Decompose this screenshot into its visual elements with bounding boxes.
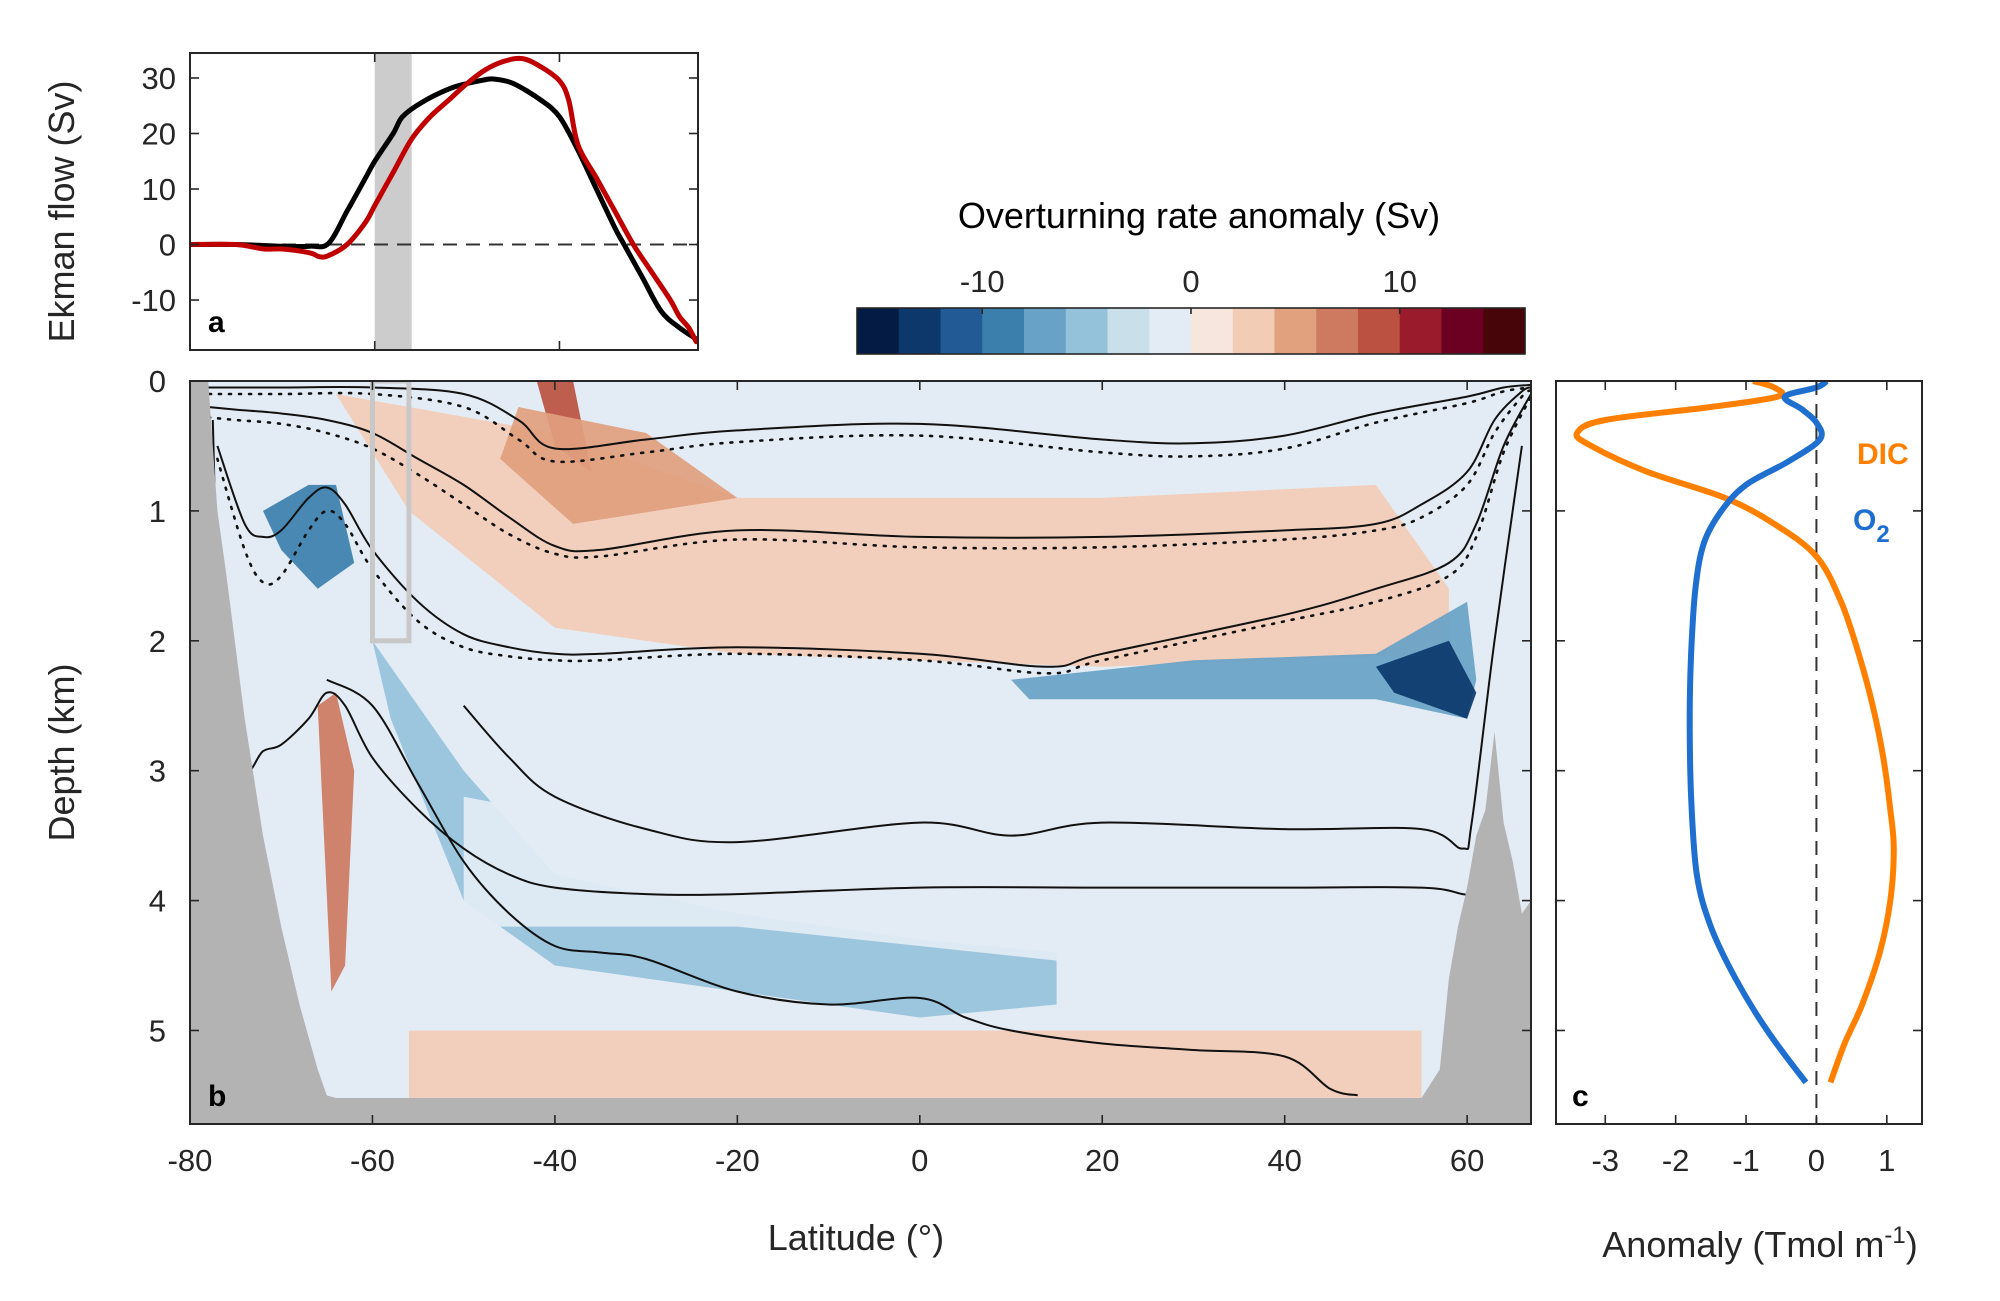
- contour-dotted: [216, 395, 1531, 675]
- legend-dic: DIC: [1857, 438, 1909, 471]
- anomaly-region-southern-positive-plume: [317, 692, 355, 992]
- colorbar-tick-label: 10: [1383, 264, 1417, 299]
- contour-dotted: [197, 386, 1531, 464]
- anomaly-region-upper-broad-positive: [500, 407, 738, 524]
- y-tick-label: 30: [142, 61, 176, 96]
- contour-solid: [208, 386, 1531, 553]
- series-line-DIC: [1573, 381, 1897, 1084]
- colorbar-bin: [1316, 308, 1359, 354]
- colorbar-bin: [1065, 308, 1109, 354]
- x-tick-label: 1: [1878, 1143, 1895, 1178]
- x-tick-label: -20: [715, 1143, 760, 1178]
- y-tick-label: 0: [159, 228, 176, 263]
- highlight-box: [369, 381, 412, 644]
- x-axis-label-superscript: -1: [1884, 1222, 1905, 1249]
- x-tick-label: -3: [1591, 1143, 1619, 1178]
- x-tick-label: 60: [1450, 1143, 1484, 1178]
- colorbar-bin: [1483, 308, 1526, 354]
- contour-solid: [216, 393, 1531, 668]
- x-tick-label: -40: [532, 1143, 577, 1178]
- x-tick-label: -1: [1732, 1143, 1760, 1178]
- colorbar: Overturning rate anomaly (Sv) -10 0 10: [856, 195, 1526, 355]
- colorbar-bin: [1232, 308, 1276, 354]
- legend-o2-subscript: 2: [1876, 521, 1889, 548]
- colorbar-tick-label: 0: [1182, 264, 1199, 299]
- y-tick-label: 20: [142, 116, 176, 151]
- anomaly-region-north-atlantic-negative: [1011, 601, 1477, 719]
- colorbar-bin: [940, 308, 983, 354]
- series-line-control: [190, 76, 698, 342]
- y-tick-label: 5: [149, 1013, 166, 1048]
- colorbar-bins: [856, 307, 1526, 355]
- y-tick-labels: -10 0 10 20 30: [131, 61, 176, 318]
- colorbar-bin: [1024, 308, 1067, 354]
- colorbar-ticks: -10 0 10: [960, 264, 1417, 314]
- x-tick-label: 0: [1808, 1143, 1825, 1178]
- plot-frame: [189, 380, 1532, 1125]
- anomaly-regions: [263, 381, 1477, 1098]
- ekman-series: [190, 55, 698, 345]
- x-tick-label: -80: [168, 1143, 213, 1178]
- panel-label-a: a: [208, 306, 225, 339]
- x-tick-label: 40: [1267, 1143, 1301, 1178]
- colorbar-tick-label: -10: [960, 264, 1005, 299]
- x-tick-label: -60: [350, 1143, 395, 1178]
- anomaly-region-na-core: [1375, 640, 1477, 719]
- contour-solid: [199, 383, 1531, 451]
- x-axis-label-end: ): [1906, 1224, 1918, 1265]
- y-axis-label: Depth (km): [41, 663, 82, 841]
- y-tick-label: 0: [149, 364, 166, 399]
- y-tick-label: -10: [131, 283, 176, 318]
- x-tick-labels: -80 -60 -40 -20 0 20 40 60: [168, 1143, 1485, 1178]
- axes-frame: [189, 52, 699, 351]
- axes-frame: [1555, 380, 1923, 1125]
- colorbar-bin: [1441, 308, 1484, 354]
- x-tick-label: -2: [1662, 1143, 1690, 1178]
- contour-solid: [462, 445, 1523, 851]
- plot-frame: [189, 52, 699, 351]
- colorbar-bin: [1191, 308, 1234, 354]
- legend-o2: O2: [1853, 504, 1890, 548]
- anomaly-region-deep-light-negative: [463, 796, 1422, 966]
- x-tick-label: 0: [911, 1143, 928, 1178]
- plot-frame: [1555, 380, 1923, 1125]
- x-tick-labels: -3 -2 -1 0 1: [1591, 1143, 1895, 1178]
- y-tick-label: 1: [149, 494, 166, 529]
- contour-solid: [326, 678, 1358, 1097]
- series-line-perturbed: [190, 55, 698, 345]
- y-tick-label: 3: [149, 754, 166, 789]
- y-tick-label: 10: [142, 172, 176, 207]
- axes-frame: [189, 380, 1532, 1125]
- panel-label-c: c: [1572, 1080, 1589, 1113]
- colorbar-title: Overturning rate anomaly (Sv): [958, 195, 1440, 236]
- panel-a-ekman-flow: -10 0 10 20 30 Ekman flow (Sv) a: [41, 52, 699, 351]
- panel-label-b: b: [208, 1080, 226, 1113]
- legend-o2-main: O: [1853, 504, 1876, 537]
- colorbar-bin: [857, 308, 900, 354]
- series-line-O2: [1686, 381, 1829, 1085]
- y-tick-labels: 0 1 2 3 4 5: [149, 364, 166, 1048]
- x-axis-label: Latitude (°): [768, 1217, 944, 1258]
- colorbar-bin: [1274, 308, 1317, 354]
- shaded-band: [374, 53, 412, 350]
- colorbar-bin: [1358, 308, 1401, 354]
- colorbar-bin: [982, 308, 1025, 354]
- density-contours: [197, 383, 1531, 1097]
- x-tick-label: 20: [1085, 1143, 1119, 1178]
- shaded-band-rect: [374, 53, 412, 350]
- y-axis-label: Ekman flow (Sv): [41, 80, 82, 342]
- x-axis-label: Anomaly (Tmol m-1): [1602, 1222, 1917, 1265]
- colorbar-bin: [1107, 308, 1150, 354]
- colorbar-bin: [898, 308, 942, 354]
- panel-c-anomaly-profile: -3 -2 -1 0 1 Anomaly (Tmol m-1) DIC O2 c: [1555, 380, 1923, 1265]
- y-tick-label: 2: [149, 624, 166, 659]
- colorbar-bin: [1149, 308, 1192, 354]
- y-tick-label: 4: [149, 884, 166, 919]
- profile-series: [1573, 381, 1897, 1085]
- anomaly-region-abyssal-positive: [408, 1030, 1422, 1098]
- x-axis-label-main: Anomaly (Tmol m: [1602, 1224, 1884, 1265]
- colorbar-bin: [1399, 308, 1443, 354]
